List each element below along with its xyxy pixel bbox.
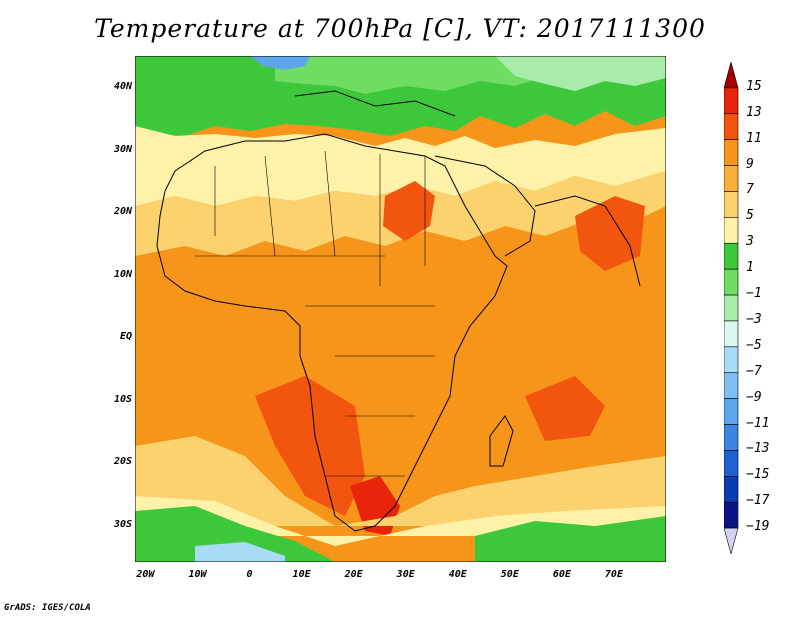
lat-tick-label: 20S xyxy=(113,456,132,468)
europe-cool-patch xyxy=(495,56,666,91)
legend-swatch xyxy=(724,113,739,140)
legend-tick-label: −13 xyxy=(746,441,770,457)
legend-tick-label: −17 xyxy=(746,493,770,509)
legend-tick-label: 15 xyxy=(746,78,762,94)
lat-tick-label: 30N xyxy=(113,143,132,155)
lat-tick-label: 30S xyxy=(113,518,132,530)
temperature-map xyxy=(135,56,666,562)
legend-swatch xyxy=(724,501,739,529)
sudan-warm-core xyxy=(383,181,435,241)
color-legend xyxy=(724,62,739,554)
lon-tick-label: 40E xyxy=(448,569,467,580)
legend-swatch xyxy=(724,372,739,399)
legend-tick-label: −19 xyxy=(746,519,770,535)
legend-swatch xyxy=(724,242,739,270)
lat-tick-label: 20N xyxy=(113,206,132,218)
legend-swatch xyxy=(724,139,739,166)
country-borders xyxy=(195,150,435,477)
south-cold-patch xyxy=(195,542,285,562)
legend-tick-label: −7 xyxy=(746,363,762,379)
legend-tick-label: −9 xyxy=(746,389,762,405)
lat-tick-label: 40N xyxy=(113,81,132,93)
alps-cold-patch xyxy=(250,56,310,70)
chart-title: Temperature at 700hPa [C], VT: 201711130… xyxy=(94,14,706,43)
legend-tick-label: −5 xyxy=(746,337,762,353)
south-atlantic-warm-patch xyxy=(255,376,365,516)
legend-swatch xyxy=(724,165,739,192)
lon-tick-label: 10E xyxy=(292,569,311,580)
legend-tick-label: 9 xyxy=(746,156,754,172)
lat-tick-label: 10S xyxy=(113,393,132,405)
lon-tick-label: 20E xyxy=(344,569,363,580)
lon-tick-label: 10W xyxy=(188,569,207,580)
legend-swatch xyxy=(724,476,739,503)
legend-swatch xyxy=(724,398,739,425)
legend-swatch xyxy=(724,346,739,374)
lon-tick-label: 50E xyxy=(500,569,519,580)
legend-swatch xyxy=(724,217,739,244)
legend-tick-label: −1 xyxy=(746,286,762,302)
coastlines xyxy=(156,90,641,532)
legend-tick-label: 13 xyxy=(746,104,762,120)
north-mild-band xyxy=(275,56,555,94)
legend-tick-label: −15 xyxy=(746,467,770,483)
lon-tick-label: 0 xyxy=(246,569,253,580)
legend-tick-label: 7 xyxy=(746,182,754,198)
legend-swatch xyxy=(724,320,739,348)
legend-tick-label: 3 xyxy=(746,234,754,250)
lon-tick-label: 70E xyxy=(604,569,623,580)
legend-tick-label: 1 xyxy=(746,260,754,276)
southern-ocean-green xyxy=(475,516,666,562)
footer-credit: GrADS: IGES/COLA xyxy=(4,603,91,613)
legend-swatch xyxy=(724,268,739,296)
indian-ocean-warm-patch xyxy=(525,376,605,441)
legend-swatch xyxy=(724,527,739,554)
legend-swatch xyxy=(724,294,739,322)
south-yellow-band xyxy=(135,436,666,526)
legend-tick-label: 11 xyxy=(746,130,762,146)
legend-swatch xyxy=(724,87,739,115)
legend-swatch xyxy=(724,191,739,218)
legend-swatch xyxy=(724,62,739,89)
lon-tick-label: 30E xyxy=(396,569,415,580)
lat-tick-label: 10N xyxy=(113,268,132,280)
lon-tick-label: 20W xyxy=(136,569,155,580)
legend-swatch xyxy=(724,450,739,477)
lat-tick-label: EQ xyxy=(119,331,132,343)
south-green-band xyxy=(135,506,335,562)
legend-tick-label: 5 xyxy=(746,208,754,224)
india-warm-patch xyxy=(575,196,645,271)
lon-tick-label: 60E xyxy=(552,569,571,580)
legend-swatch xyxy=(724,424,739,451)
legend-tick-label: −11 xyxy=(746,415,770,431)
legend-tick-label: −3 xyxy=(746,311,762,327)
